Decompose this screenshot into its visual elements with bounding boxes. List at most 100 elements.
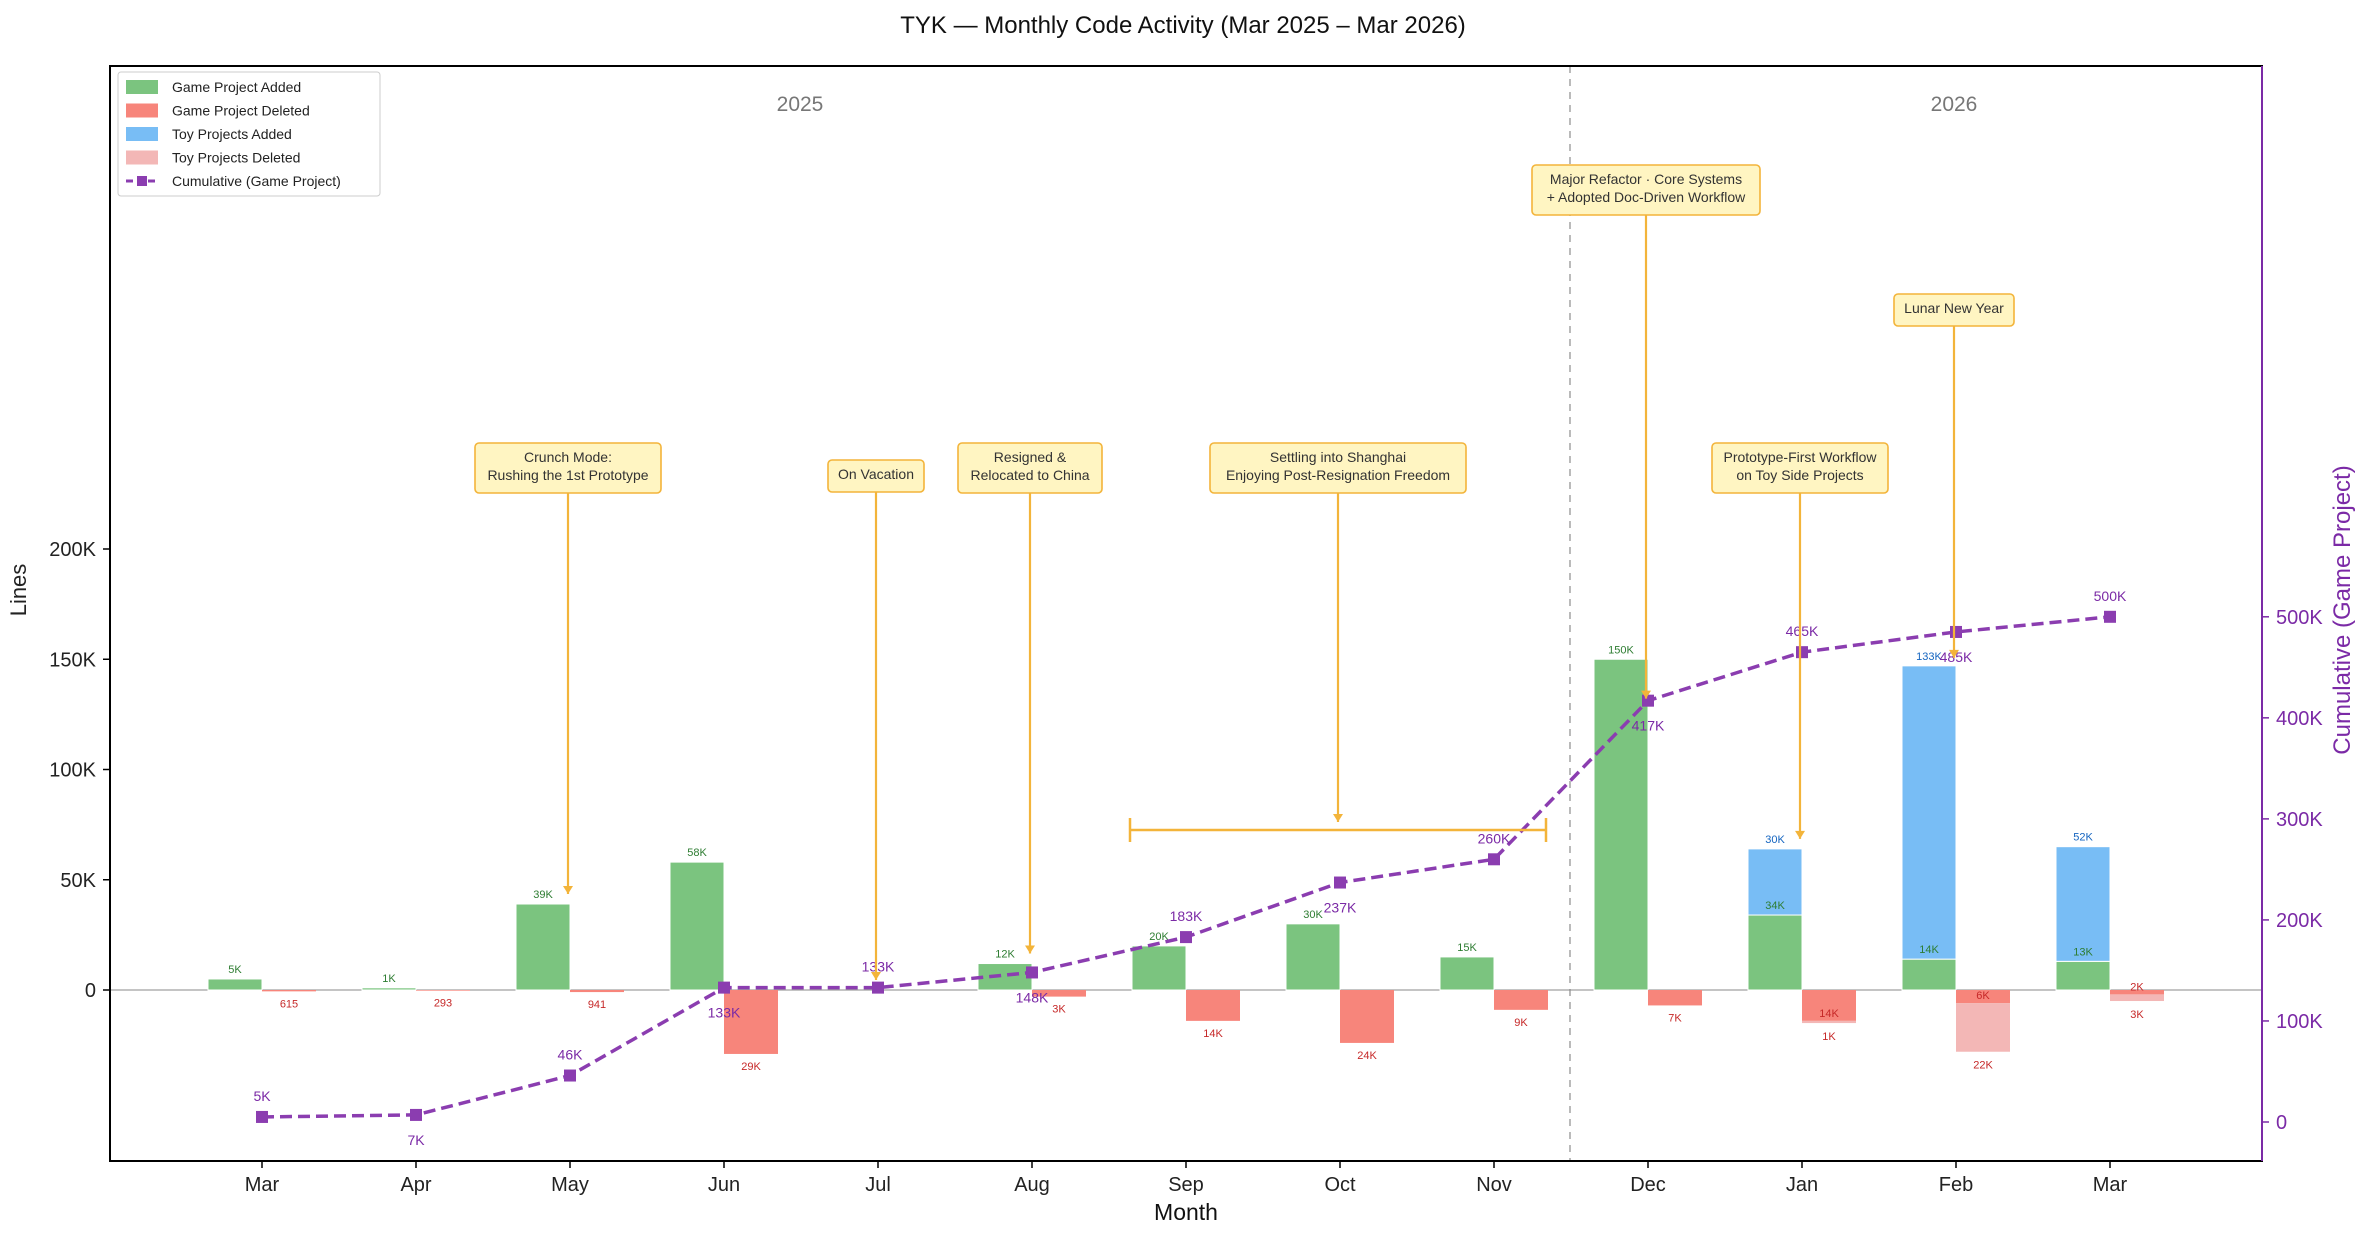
bar-game-added-jan-10 bbox=[1747, 914, 1803, 991]
x-axis: Mar Apr May Jun Jul Aug Sep Oct Nov Dec Jan Feb Mar M… bbox=[245, 1161, 2128, 1225]
x-tick-label-5: Aug bbox=[1014, 1174, 1050, 1196]
label-game-added-12: 13K bbox=[2073, 946, 2093, 958]
legend-label-0: Game Project Added bbox=[172, 79, 301, 95]
label-toy-added-12: 52K bbox=[2073, 832, 2093, 844]
label-game-deleted-6: 14K bbox=[1203, 1028, 1223, 1040]
label-game-deleted-7: 24K bbox=[1357, 1050, 1377, 1062]
label-game-added-6: 20K bbox=[1149, 931, 1169, 943]
annotation-arrowhead-5 bbox=[1795, 830, 1805, 839]
x-tick-label-1: Apr bbox=[400, 1174, 431, 1196]
right-tick-label-2: 200K bbox=[2276, 910, 2323, 932]
chart-title: TYK — Monthly Code Activity (Mar 2025 – … bbox=[900, 12, 1466, 39]
cumulative-point-9 bbox=[1642, 694, 1654, 707]
cumulative-label-9: 417K bbox=[1632, 718, 1665, 734]
bar-game-added-jun-3 bbox=[669, 861, 725, 991]
bar-game-deleted-apr-1 bbox=[416, 990, 470, 991]
cumulative-point-4 bbox=[872, 981, 884, 994]
right-tick-label-0: 0 bbox=[2276, 1112, 2287, 1134]
legend-box bbox=[117, 71, 381, 197]
bar-game-added-nov-8 bbox=[1439, 956, 1495, 991]
label-game-deleted-10: 14K bbox=[1819, 1008, 1839, 1020]
annotation-text-2-1: Relocated to China bbox=[970, 467, 1089, 483]
left-tick-label-0: 0 bbox=[85, 980, 96, 1002]
bar-toy-added-mar-12 bbox=[2055, 846, 2111, 962]
annotation-arrowhead-4 bbox=[1641, 690, 1651, 699]
legend-marker-cumulative bbox=[137, 176, 147, 186]
cumulative-label-11: 485K bbox=[1940, 649, 1973, 665]
annotation-box-0 bbox=[474, 442, 662, 494]
x-tick-label-7: Oct bbox=[1324, 1174, 1356, 1196]
cumulative-label-0: 5K bbox=[253, 1088, 271, 1104]
annotation-arrowhead-3 bbox=[1333, 814, 1343, 822]
bar-game-deleted-oct-7 bbox=[1340, 990, 1394, 1043]
bar-game-deleted-feb-11 bbox=[1956, 990, 2010, 1004]
left-tick-label-1: 50K bbox=[60, 870, 96, 892]
label-game-added-0: 5K bbox=[228, 964, 242, 976]
annotation-arrowhead-2 bbox=[1025, 945, 1035, 954]
x-tick-label-6: Sep bbox=[1168, 1174, 1204, 1196]
legend-label-3: Toy Projects Deleted bbox=[172, 150, 300, 166]
label-game-added-7: 30K bbox=[1303, 909, 1323, 921]
label-game-deleted-9: 7K bbox=[1668, 1012, 1682, 1024]
bar-game-deleted-aug-5 bbox=[1032, 990, 1086, 997]
bar-game-added-dec-9 bbox=[1593, 658, 1649, 991]
label-toy-added-11: 133K bbox=[1916, 651, 1942, 663]
bar-game-added-feb-11 bbox=[1901, 958, 1957, 991]
legend-swatch-3 bbox=[126, 150, 158, 165]
right-tick-label-3: 300K bbox=[2276, 809, 2323, 831]
cumulative-point-6 bbox=[1180, 931, 1192, 944]
bar-game-deleted-may-2 bbox=[570, 990, 624, 993]
cumulative-label-10: 465K bbox=[1786, 623, 1819, 639]
year-label-2026: 2026 bbox=[1931, 93, 1978, 116]
bar-toy-deleted-feb-11 bbox=[1956, 1003, 2010, 1052]
bar-game-deleted-mar-12 bbox=[2110, 990, 2164, 995]
label-game-deleted-3: 29K bbox=[741, 1061, 761, 1073]
label-toy-deleted-10: 1K bbox=[1822, 1031, 1836, 1043]
bar-toy-added-jan-10 bbox=[1747, 848, 1803, 916]
label-toy-added-10: 30K bbox=[1765, 834, 1785, 846]
annotation-text-6-0: Lunar New Year bbox=[1904, 300, 2004, 316]
bar-game-deleted-sep-6 bbox=[1186, 990, 1240, 1021]
bar-game-deleted-dec-9 bbox=[1648, 990, 1702, 1006]
bar-game-deleted-nov-8 bbox=[1494, 990, 1548, 1010]
bar-game-added-mar-12 bbox=[2055, 960, 2111, 991]
annotation-box-6 bbox=[1893, 293, 2015, 327]
cumulative-label-6: 183K bbox=[1170, 908, 1203, 924]
cumulative-point-8 bbox=[1488, 853, 1500, 866]
annotation-box-1 bbox=[827, 459, 925, 493]
bar-game-deleted-jan-10 bbox=[1802, 990, 1856, 1021]
annotation-text-0-0: Crunch Mode: bbox=[524, 449, 612, 465]
label-game-added-10: 34K bbox=[1765, 900, 1785, 912]
label-game-deleted-12: 2K bbox=[2130, 981, 2144, 993]
annotation-text-4-0: Major Refactor · Core Systems bbox=[1550, 171, 1742, 187]
cumulative-point-2 bbox=[564, 1069, 576, 1082]
x-tick-label-12: Mar bbox=[2093, 1174, 2128, 1196]
label-game-added-2: 39K bbox=[533, 889, 553, 901]
year-label-2025: 2025 bbox=[777, 93, 824, 116]
x-tick-label-0: Mar bbox=[245, 1174, 280, 1196]
label-game-added-1: 1K bbox=[382, 973, 396, 985]
x-tick-label-9: Dec bbox=[1630, 1174, 1666, 1196]
bar-game-added-oct-7 bbox=[1285, 923, 1341, 991]
x-tick-label-10: Jan bbox=[1786, 1174, 1818, 1196]
cumulative-point-5 bbox=[1026, 966, 1038, 979]
label-toy-deleted-12: 3K bbox=[2130, 1009, 2144, 1021]
bar-game-added-may-2 bbox=[515, 903, 571, 991]
bar-game-added-mar-0 bbox=[207, 978, 263, 991]
annotation-text-5-1: on Toy Side Projects bbox=[1736, 467, 1863, 483]
annotation-text-1-0: On Vacation bbox=[838, 466, 914, 482]
annotation-arrowhead-1 bbox=[871, 972, 881, 980]
legend-label-1: Game Project Deleted bbox=[172, 103, 310, 119]
bar-toy-added-feb-11 bbox=[1901, 665, 1957, 960]
cumulative-label-4: 133K bbox=[862, 959, 895, 975]
label-game-added-9: 150K bbox=[1608, 644, 1634, 656]
annotation-text-4-1: + Adopted Doc-Driven Workflow bbox=[1547, 189, 1746, 205]
cumulative-point-0 bbox=[256, 1110, 268, 1123]
label-game-added-5: 12K bbox=[995, 949, 1015, 961]
legend-swatch-2 bbox=[126, 127, 158, 141]
x-tick-label-2: May bbox=[551, 1174, 589, 1196]
label-game-added-11: 14K bbox=[1919, 944, 1939, 956]
cumulative-label-1: 7K bbox=[407, 1132, 425, 1148]
label-game-deleted-1: 293 bbox=[434, 998, 452, 1010]
